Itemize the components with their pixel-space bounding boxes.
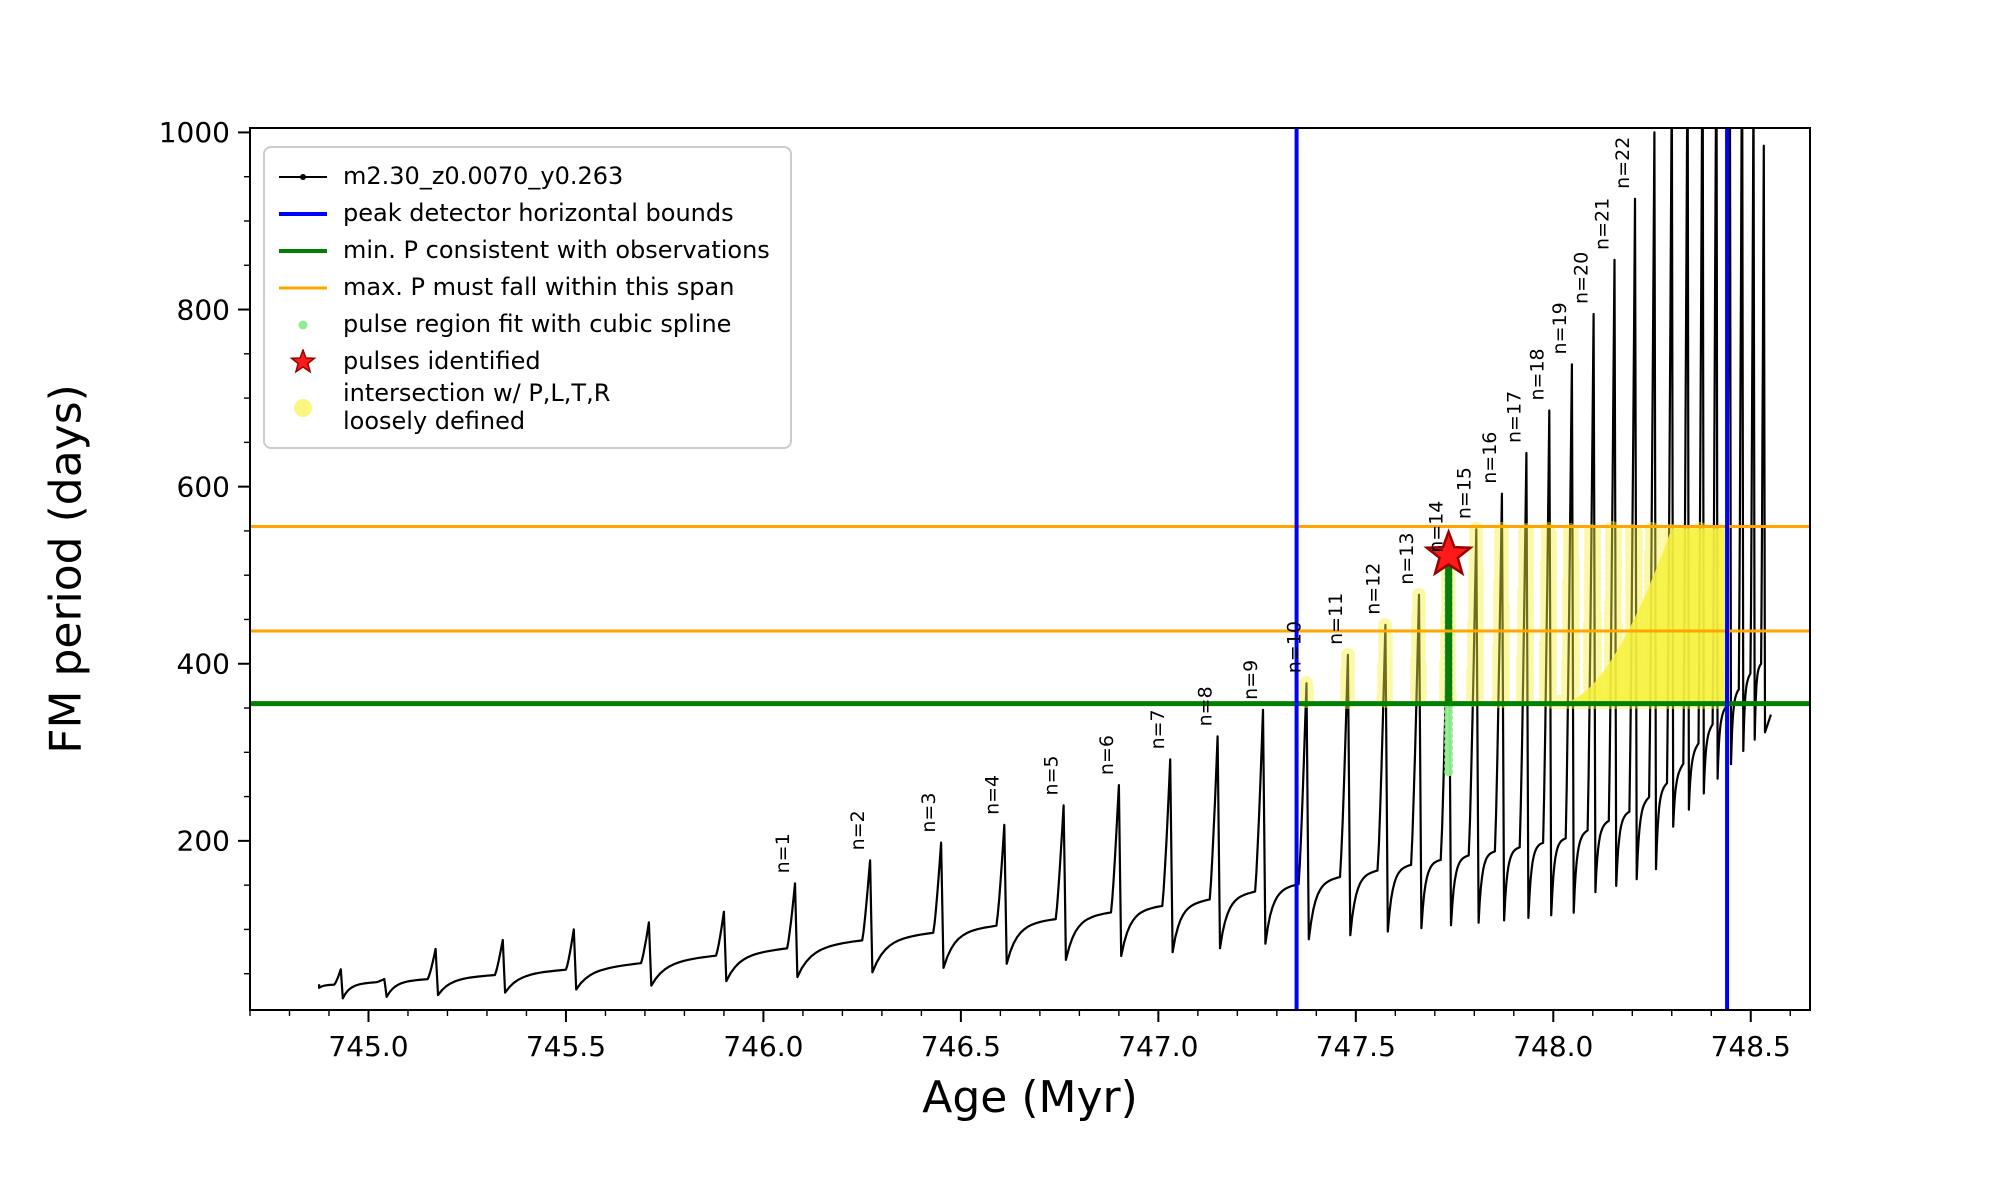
legend-label: max. P must fall within this span	[343, 272, 735, 301]
lightgreen-dot-icon	[275, 315, 331, 335]
intersection-markers	[1299, 521, 1728, 709]
red-star-icon	[275, 348, 331, 375]
legend-row-spline: pulse region fit with cubic spline	[275, 306, 770, 343]
x-axis-label: Age (Myr)	[922, 1072, 1138, 1123]
pulse-label: n=10	[1283, 621, 1305, 673]
guide-lines	[250, 128, 1810, 1010]
legend-label: intersection w/ P,L,T,R loosely defined	[343, 379, 611, 435]
pulse-label: n=14	[1426, 501, 1448, 553]
y-tick-label: 800	[177, 293, 230, 326]
x-tick-label: 745.0	[328, 1030, 408, 1063]
x-tick-label: 748.0	[1513, 1030, 1593, 1063]
legend-row-pulses: pulses identified	[275, 343, 770, 380]
pulse-label: n=17	[1503, 391, 1525, 443]
x-tick-label: 747.0	[1118, 1030, 1198, 1063]
y-tick-label: 1000	[159, 116, 230, 149]
blue-line-icon	[275, 204, 331, 224]
pulse-label: n=4	[981, 775, 1003, 815]
legend-row-maxP: max. P must fall within this span	[275, 269, 770, 306]
yellow-dot-icon	[275, 396, 331, 420]
pulse-label: n=5	[1041, 755, 1063, 795]
x-tick-label: 748.5	[1711, 1030, 1791, 1063]
x-tick-label: 747.5	[1316, 1030, 1396, 1063]
pulse-label: n=9	[1240, 660, 1262, 700]
legend-row-minP: min. P consistent with observations	[275, 232, 770, 269]
axes: 745.0 745.5 746.0 746.5 747.0 747.5 748.0 748.5…	[159, 116, 1811, 1063]
legend-label: pulses identified	[343, 346, 541, 375]
green-line-icon	[275, 241, 331, 261]
series-line-dot-icon	[275, 167, 331, 187]
pulse-region-spline-fit	[1444, 557, 1454, 777]
x-tick-label: 746.5	[921, 1030, 1001, 1063]
y-tick-label: 400	[177, 648, 230, 681]
legend-label: peak detector horizontal bounds	[343, 198, 734, 227]
pulse-label: n=8	[1195, 686, 1217, 726]
pulse-label: n=13	[1396, 533, 1418, 585]
orange-line-icon	[275, 278, 331, 298]
pulse-label: n=15	[1453, 467, 1475, 519]
y-axis-label: FM period (days)	[40, 384, 92, 754]
legend: m2.30_z0.0070_y0.263 peak detector horiz…	[263, 146, 792, 450]
x-tick-label: 746.0	[723, 1030, 803, 1063]
pulse-label: n=2	[847, 810, 869, 850]
legend-row-bounds: peak detector horizontal bounds	[275, 195, 770, 232]
legend-row-series: m2.30_z0.0070_y0.263	[275, 158, 770, 195]
y-tick-label: 200	[177, 825, 230, 858]
pulse-label: n=21	[1592, 198, 1614, 250]
pulse-label: n=20	[1571, 252, 1593, 304]
pulse-label: n=1	[772, 833, 794, 873]
pulse-label: n=12	[1362, 563, 1384, 615]
legend-row-intersection: intersection w/ P,L,T,R loosely defined	[275, 379, 770, 435]
pulse-label: n=19	[1549, 302, 1571, 354]
legend-label: min. P consistent with observations	[343, 235, 770, 264]
pulse-label: n=22	[1612, 137, 1634, 189]
y-tick-label: 600	[177, 470, 230, 503]
pulse-identified-star	[1423, 528, 1474, 577]
legend-label: pulse region fit with cubic spline	[343, 309, 732, 338]
pulse-label: n=3	[918, 793, 940, 833]
pulse-number-labels: n=1 n=2 n=3 n=4 n=5 n=6 n=7 n=8 n=9 n=10 n=11 n=12 n…	[772, 137, 1634, 874]
legend-label: m2.30_z0.0070_y0.263	[343, 161, 624, 190]
pulse-label: n=7	[1147, 709, 1169, 749]
pulse-label: n=18	[1526, 348, 1548, 400]
x-tick-label: 745.5	[526, 1030, 606, 1063]
pulse-label: n=16	[1479, 432, 1501, 484]
legend-label-line2: loosely defined	[343, 406, 526, 435]
pulse-label: n=11	[1325, 593, 1347, 645]
pulse-label: n=6	[1096, 735, 1118, 775]
legend-label-line1: intersection w/ P,L,T,R	[343, 379, 611, 407]
